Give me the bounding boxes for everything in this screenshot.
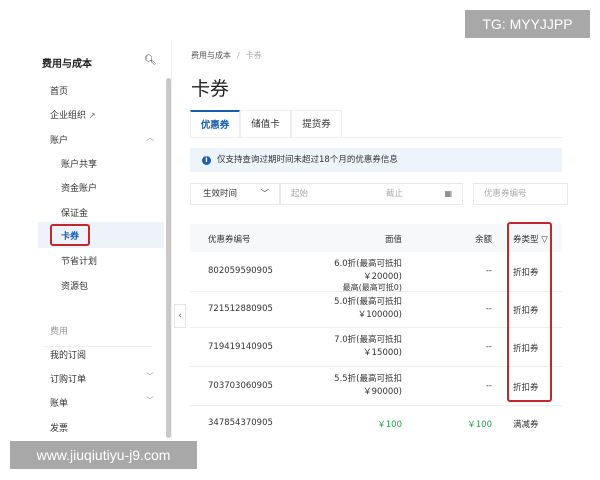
- face-value: 5.0折(最高可抵扣 ￥100000): [334, 296, 402, 322]
- breadcrumb: 费用与成本 / 卡券: [191, 50, 262, 61]
- balance: ￥100: [467, 420, 492, 430]
- sidebar-item-deposit[interactable]: 保证金: [61, 209, 89, 219]
- face-value-line: ￥15000): [363, 348, 402, 358]
- tab-pickup-voucher[interactable]: 提货券: [291, 110, 342, 138]
- sidebar-item-orders[interactable]: 订购订单: [50, 375, 87, 385]
- coupon-id-placeholder: 优惠券编号: [484, 189, 527, 199]
- coupon-id: 347854370905: [208, 418, 273, 428]
- face-value-line: 5.0折(最高可抵扣: [334, 297, 402, 307]
- sidebar: 费用与成本 🔍︎ 首页 企业组织 ↗ 账户 ︿ 账户共享 资金账户 保证金 卡券…: [0, 40, 172, 440]
- chevron-left-icon: ‹: [178, 311, 182, 321]
- coupon-type: 折扣券: [513, 306, 539, 316]
- table-row: 802059590905 6.0折(最高可抵扣 ￥20000) -- 折扣券: [190, 252, 562, 292]
- time-type-select[interactable]: 生效时间 ﹀: [190, 183, 280, 205]
- face-value: 7.0折(最高可抵扣 ￥15000): [334, 334, 402, 360]
- chevron-down-icon: ﹀: [260, 189, 269, 199]
- face-value-line: ￥20000): [363, 272, 402, 282]
- sidebar-item-bills[interactable]: 账单: [50, 399, 69, 409]
- sidebar-scrollbar[interactable]: [166, 78, 171, 438]
- coupon-id: 703703060905: [208, 381, 273, 391]
- collapse-sidebar-button[interactable]: ‹: [174, 304, 186, 328]
- sidebar-item-invoices[interactable]: 发票: [50, 424, 69, 434]
- breadcrumb-link[interactable]: 费用与成本: [191, 51, 231, 60]
- coupon-type: 满减券: [513, 420, 539, 430]
- sidebar-item-org[interactable]: 企业组织 ↗: [50, 108, 96, 121]
- sidebar-item-label: 企业组织: [50, 111, 87, 121]
- table-row: 最高(最高可抵0) 721512880905 5.0折(最高可抵扣 ￥100000…: [190, 283, 562, 328]
- watermark-tg: TG: MYYJJPP: [465, 10, 590, 38]
- info-icon: i: [202, 156, 211, 165]
- face-value-line: ￥100000): [357, 310, 402, 320]
- page-title: 卡券: [191, 78, 230, 100]
- start-date-input[interactable]: 起始: [291, 189, 309, 199]
- chevron-down-icon[interactable]: ﹀: [146, 372, 154, 381]
- end-date-input[interactable]: 截止: [386, 189, 404, 199]
- balance: --: [485, 266, 492, 276]
- breadcrumb-separator: /: [237, 51, 240, 60]
- header-coupon-id: 优惠券编号: [208, 235, 251, 245]
- date-range-picker[interactable]: 起始 截止 ▦: [280, 183, 463, 205]
- tab-stored-value-card[interactable]: 储值卡: [240, 110, 291, 138]
- coupon-type: 折扣券: [513, 344, 539, 354]
- active-item-background: [38, 222, 164, 248]
- coupon-id: 802059590905: [208, 266, 273, 276]
- face-value: 5.5折(最高可抵扣 ￥90000): [334, 373, 402, 399]
- sidebar-title: 费用与成本: [42, 59, 92, 70]
- table-row: 703703060905 5.5折(最高可抵扣 ￥90000) -- 折扣券: [190, 367, 562, 406]
- face-value: ￥100: [377, 420, 402, 430]
- watermark-url: www.jiuqiutiyu-j9.com: [10, 441, 197, 469]
- coupon-type: 折扣券: [513, 268, 539, 278]
- external-link-icon: ↗: [88, 111, 96, 120]
- sidebar-item-savings-plan[interactable]: 节省计划: [61, 257, 98, 267]
- table-row: 347854370905 ￥100 ￥100 满减券: [190, 406, 562, 442]
- sidebar-item-coupons[interactable]: 卡券: [50, 224, 90, 246]
- coupon-table: 优惠券编号 面值 余额 券类型 ▽ 802059590905 6.0折(最高可抵…: [190, 224, 562, 442]
- face-value-line: 5.5折(最高可抵扣: [334, 374, 402, 384]
- divider: [44, 346, 152, 347]
- breadcrumb-current: 卡券: [245, 51, 262, 60]
- balance: --: [485, 304, 492, 314]
- sidebar-item-home[interactable]: 首页: [50, 87, 69, 97]
- notice-text: 仅支持查询过期时间未超过18个月的优惠券信息: [217, 155, 398, 165]
- face-value: 6.0折(最高可抵扣 ￥20000): [334, 258, 402, 284]
- sidebar-item-subscriptions[interactable]: 我的订阅: [50, 351, 87, 361]
- filter-icon[interactable]: ▽: [541, 235, 548, 245]
- balance: --: [485, 381, 492, 391]
- table-header: 优惠券编号 面值 余额 券类型 ▽: [190, 224, 562, 252]
- sidebar-item-account-share[interactable]: 账户共享: [61, 160, 98, 170]
- balance: --: [485, 342, 492, 352]
- table-row: 719419140905 7.0折(最高可抵扣 ￥15000) -- 折扣券: [190, 328, 562, 367]
- chevron-down-icon[interactable]: ﹀: [146, 396, 154, 405]
- calendar-icon[interactable]: ▦: [444, 189, 452, 198]
- face-value-line: 7.0折(最高可抵扣: [334, 335, 402, 345]
- coupon-id: 719419140905: [208, 342, 273, 352]
- search-icon[interactable]: 🔍︎: [144, 55, 157, 66]
- tabs: 优惠券 储值卡 提货券: [190, 110, 562, 138]
- coupon-id: 721512880905: [208, 304, 273, 314]
- header-balance: 余额: [474, 235, 492, 245]
- coupon-type: 折扣券: [513, 383, 539, 393]
- header-face-value: 面值: [384, 235, 402, 245]
- coupon-type-highlight: [507, 222, 552, 402]
- sidebar-item-resource-pack[interactable]: 资源包: [61, 282, 89, 292]
- coupon-id-input[interactable]: 优惠券编号: [473, 183, 568, 205]
- header-coupon-type-label: 券类型: [513, 235, 539, 245]
- time-type-value: 生效时间: [203, 189, 238, 199]
- tab-coupons[interactable]: 优惠券: [190, 110, 240, 138]
- face-value-line: 6.0折(最高可抵扣: [334, 259, 402, 269]
- face-value-overlap: 最高(最高可抵0): [342, 283, 402, 292]
- header-coupon-type[interactable]: 券类型 ▽: [513, 233, 548, 245]
- info-notice: i 仅支持查询过期时间未超过18个月的优惠券信息: [190, 148, 562, 172]
- sidebar-item-fund-account[interactable]: 资金账户: [61, 184, 98, 194]
- sidebar-group-expenses: 费用: [50, 327, 69, 337]
- chevron-up-icon[interactable]: ︿: [146, 133, 154, 142]
- sidebar-item-account[interactable]: 账户: [50, 136, 69, 146]
- face-value-line: ￥90000): [363, 387, 402, 397]
